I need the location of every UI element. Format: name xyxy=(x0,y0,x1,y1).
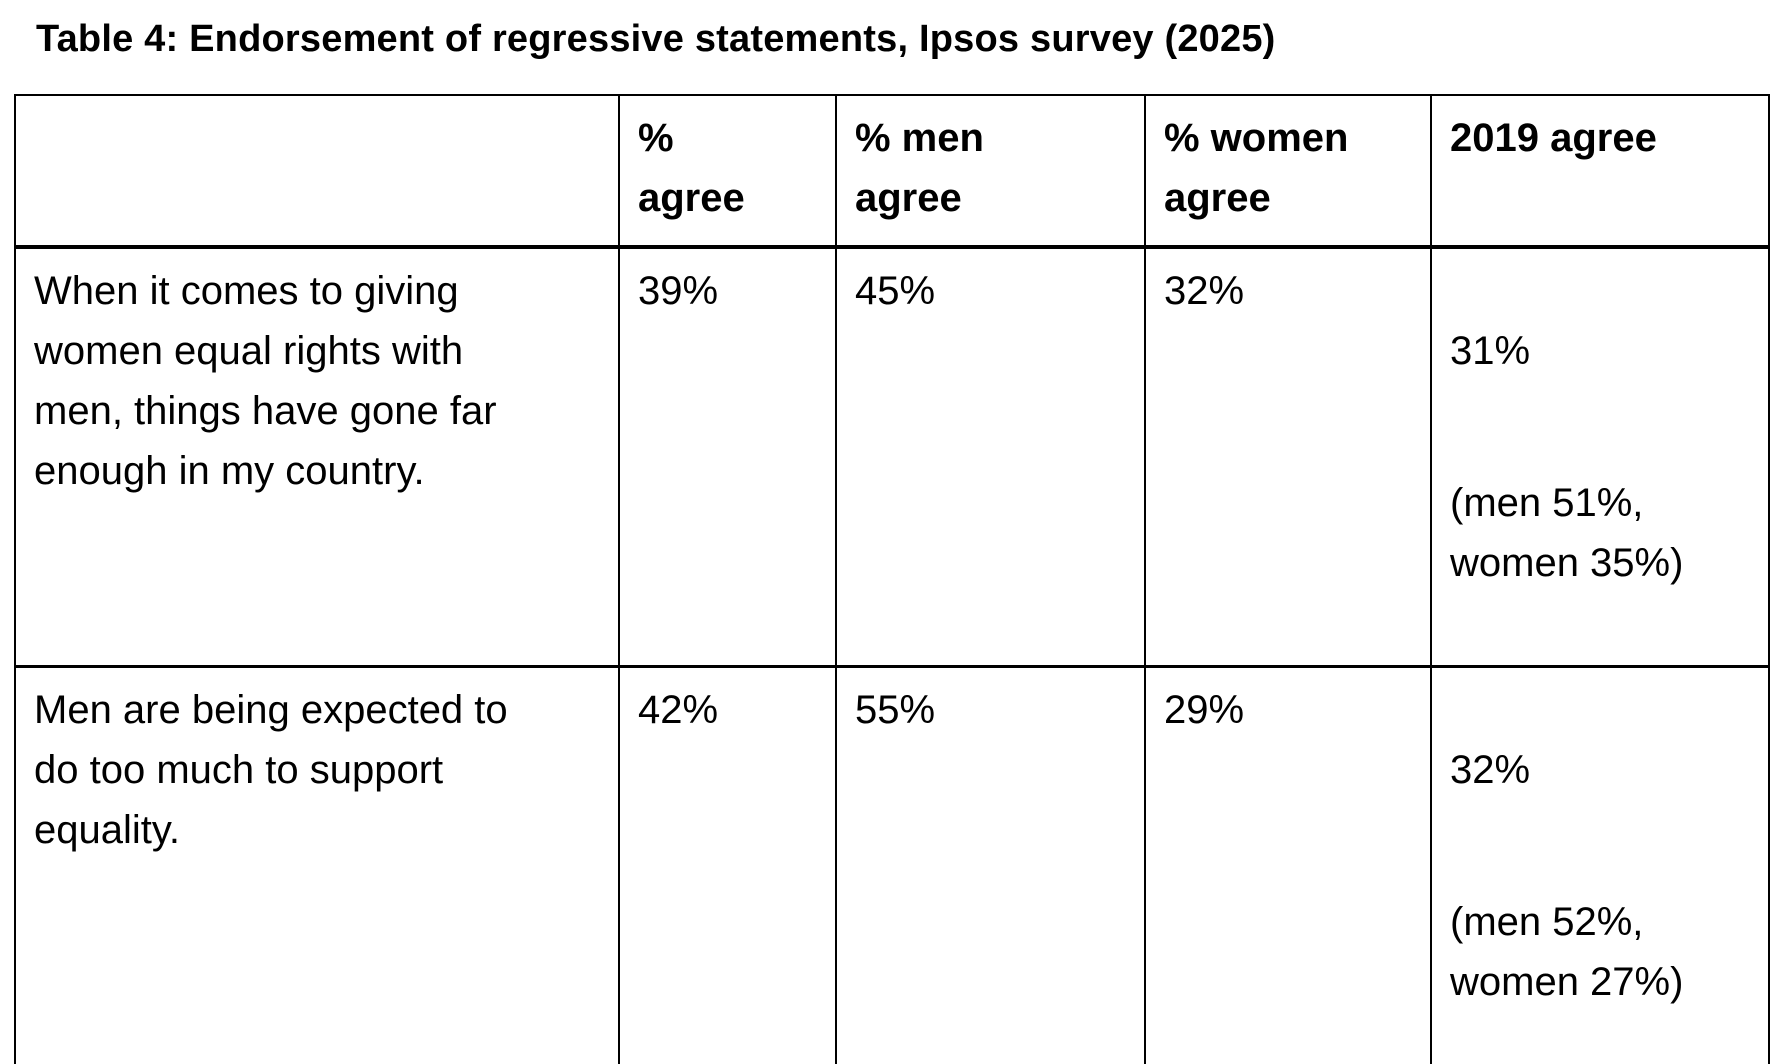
agree-2019-detail: (men 51%, women 35%) xyxy=(1450,481,1684,585)
agree-2019-value: 31% xyxy=(1450,329,1531,373)
survey-table: % agree % men agree % women agree 2019 a… xyxy=(14,94,1770,1064)
pct-men-agree-cell: 55% xyxy=(835,665,1146,1064)
header-2019-agree: 2019 agree xyxy=(1430,94,1770,249)
pct-agree-cell: 39% xyxy=(618,245,837,668)
pct-women-agree-cell: 29% xyxy=(1144,665,1432,1064)
table-row: Men are being expected to do too much to… xyxy=(14,665,1770,1064)
table-row: When it comes to giving women equal righ… xyxy=(14,245,1770,668)
pct-women-agree-cell: 32% xyxy=(1144,245,1432,668)
header-pct-women-agree: % women agree xyxy=(1144,94,1432,249)
pct-agree-cell: 42% xyxy=(618,665,837,1064)
table-header-row: % agree % men agree % women agree 2019 a… xyxy=(14,94,1770,249)
header-pct-men-agree: % men agree xyxy=(835,94,1146,249)
agree-2019-cell: 32% (men 52%, women 27%) xyxy=(1430,665,1770,1064)
statement-cell: When it comes to giving women equal righ… xyxy=(14,245,620,668)
pct-men-agree-cell: 45% xyxy=(835,245,1146,668)
header-statement xyxy=(14,94,620,249)
statement-cell: Men are being expected to do too much to… xyxy=(14,665,620,1064)
page-title: Table 4: Endorsement of regressive state… xyxy=(36,18,1276,60)
header-pct-agree: % agree xyxy=(618,94,837,249)
agree-2019-cell: 31% (men 51%, women 35%) xyxy=(1430,245,1770,668)
agree-2019-value: 32% xyxy=(1450,748,1531,792)
agree-2019-detail: (men 52%, women 27%) xyxy=(1450,900,1684,1004)
